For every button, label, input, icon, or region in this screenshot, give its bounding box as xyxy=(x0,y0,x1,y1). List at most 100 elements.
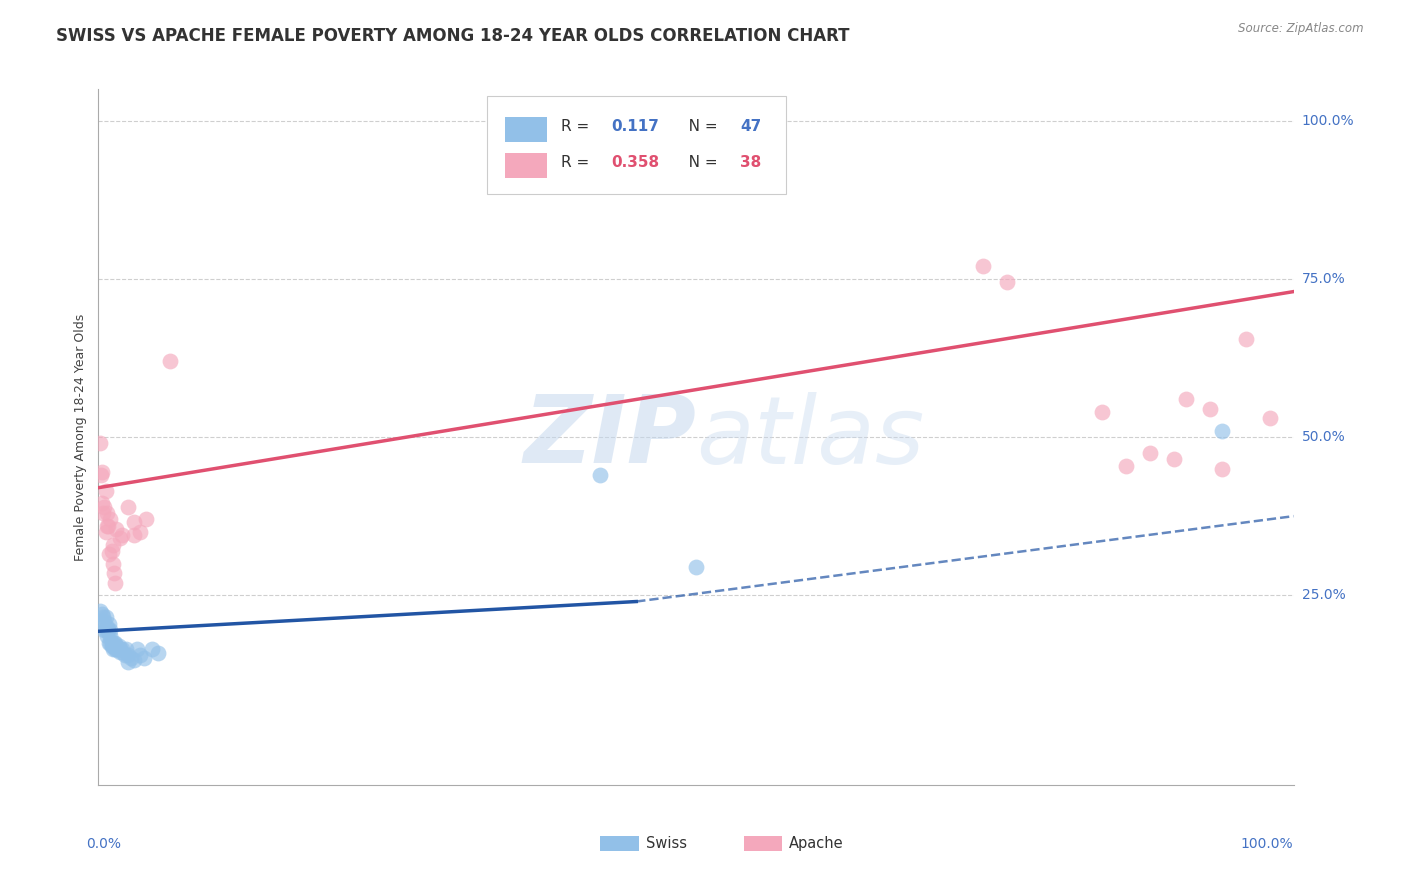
Text: 25.0%: 25.0% xyxy=(1302,588,1346,602)
Point xyxy=(98,623,122,637)
Point xyxy=(89,436,111,450)
Point xyxy=(94,483,117,498)
Point xyxy=(108,645,131,659)
Text: Swiss: Swiss xyxy=(645,836,686,851)
Point xyxy=(107,639,129,653)
Point xyxy=(101,557,124,571)
Text: 0.0%: 0.0% xyxy=(87,837,121,851)
Point xyxy=(1211,461,1233,475)
Point xyxy=(91,465,114,479)
Text: 75.0%: 75.0% xyxy=(1302,272,1346,286)
Point xyxy=(129,524,152,539)
Point xyxy=(93,623,115,637)
Point xyxy=(1199,401,1222,416)
Point xyxy=(101,639,124,653)
Text: atlas: atlas xyxy=(696,392,924,483)
Text: ZIP: ZIP xyxy=(523,391,696,483)
Text: 47: 47 xyxy=(740,119,762,134)
Point xyxy=(685,559,707,574)
Point xyxy=(104,575,127,590)
Point xyxy=(91,506,114,520)
Point xyxy=(124,653,146,667)
Point xyxy=(98,635,122,649)
Point xyxy=(111,642,134,657)
Text: N =: N = xyxy=(675,119,723,134)
Point xyxy=(91,607,114,622)
Point xyxy=(114,648,136,663)
Point xyxy=(91,610,114,624)
Point xyxy=(91,496,114,510)
Text: 38: 38 xyxy=(740,154,762,169)
Text: Source: ZipAtlas.com: Source: ZipAtlas.com xyxy=(1239,22,1364,36)
Point xyxy=(93,614,115,628)
Point xyxy=(108,642,131,657)
Point xyxy=(94,610,117,624)
Point xyxy=(100,635,122,649)
Point xyxy=(94,623,117,637)
Point xyxy=(111,528,134,542)
Text: 50.0%: 50.0% xyxy=(1302,430,1346,444)
Point xyxy=(589,468,612,483)
Point xyxy=(97,518,120,533)
Point xyxy=(125,642,148,657)
Point xyxy=(93,500,115,514)
Point xyxy=(103,566,125,580)
Text: 0.117: 0.117 xyxy=(612,119,659,134)
Point xyxy=(96,506,118,520)
Text: 100.0%: 100.0% xyxy=(1302,114,1354,128)
Point xyxy=(100,544,122,558)
Text: 100.0%: 100.0% xyxy=(1241,837,1294,851)
Point xyxy=(117,648,139,663)
Point xyxy=(995,275,1018,289)
Point xyxy=(141,642,163,657)
Point xyxy=(972,260,994,274)
FancyBboxPatch shape xyxy=(505,117,547,142)
Point xyxy=(90,468,112,483)
Point xyxy=(1234,332,1257,346)
Point xyxy=(104,642,127,657)
FancyBboxPatch shape xyxy=(505,153,547,178)
Point xyxy=(98,629,122,643)
Point xyxy=(1211,424,1233,438)
Point xyxy=(124,528,146,542)
Point xyxy=(159,354,181,368)
Point xyxy=(98,616,121,631)
Point xyxy=(98,635,121,649)
Point xyxy=(96,518,118,533)
Point xyxy=(107,642,129,657)
Point xyxy=(103,635,125,649)
Point xyxy=(89,604,111,618)
Point xyxy=(101,538,124,552)
Point xyxy=(1163,452,1185,467)
FancyBboxPatch shape xyxy=(600,836,638,851)
Point xyxy=(115,642,138,657)
Point xyxy=(97,623,120,637)
Text: R =: R = xyxy=(561,154,595,169)
Text: 0.358: 0.358 xyxy=(612,154,659,169)
Point xyxy=(120,651,142,665)
Point xyxy=(98,512,122,526)
Point xyxy=(97,623,120,637)
Point xyxy=(98,547,121,561)
Point xyxy=(129,648,152,663)
Text: SWISS VS APACHE FEMALE POVERTY AMONG 18-24 YEAR OLDS CORRELATION CHART: SWISS VS APACHE FEMALE POVERTY AMONG 18-… xyxy=(56,27,849,45)
Point xyxy=(105,639,128,653)
Text: Apache: Apache xyxy=(789,836,844,851)
Text: R =: R = xyxy=(561,119,595,134)
Point xyxy=(124,516,146,530)
Point xyxy=(132,651,155,665)
Point xyxy=(1115,458,1137,473)
Point xyxy=(108,531,131,545)
FancyBboxPatch shape xyxy=(486,96,786,194)
Point xyxy=(117,500,139,514)
FancyBboxPatch shape xyxy=(744,836,782,851)
Point xyxy=(103,639,125,653)
Point xyxy=(117,655,139,669)
Point xyxy=(111,645,134,659)
Point xyxy=(1258,411,1281,425)
Point xyxy=(96,629,118,643)
Text: N =: N = xyxy=(675,154,723,169)
Point xyxy=(94,524,117,539)
Y-axis label: Female Poverty Among 18-24 Year Olds: Female Poverty Among 18-24 Year Olds xyxy=(75,313,87,561)
Point xyxy=(101,642,124,657)
